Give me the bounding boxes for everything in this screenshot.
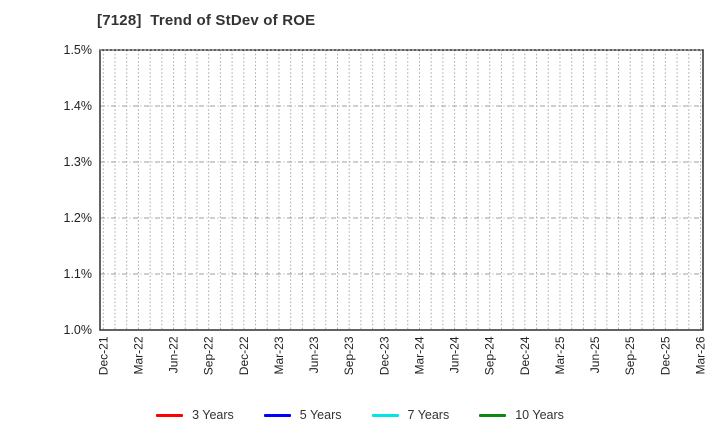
x-tick-label: Jun-23 — [307, 336, 321, 373]
legend-item-7-years: 7 Years — [371, 408, 450, 422]
x-tick-label: Mar-23 — [272, 336, 286, 374]
x-tick-label: Mar-25 — [553, 336, 567, 374]
chart-legend: 3 Years 5 Years 7 Years 10 Years — [0, 404, 720, 426]
x-tick-label: Sep-24 — [483, 336, 497, 375]
x-tick-label: Sep-25 — [623, 336, 637, 375]
x-tick-label: Jun-22 — [167, 336, 181, 373]
legend-label: 10 Years — [515, 408, 564, 422]
chart-title: [7128] Trend of StDev of ROE — [97, 12, 316, 29]
legend-line-swatch — [263, 413, 291, 417]
x-tick-label: Dec-21 — [96, 336, 110, 375]
y-tick-label: 1.2% — [64, 211, 93, 225]
legend-line-swatch — [371, 413, 399, 417]
x-tick-label: Jun-25 — [588, 336, 602, 373]
x-tick-label: Dec-22 — [237, 336, 251, 375]
y-tick-label: 1.3% — [64, 155, 93, 169]
x-tick-label: Jun-24 — [448, 336, 462, 373]
x-tick-label: Dec-24 — [518, 336, 532, 375]
x-tick-label: Dec-23 — [377, 336, 391, 375]
legend-label: 3 Years — [192, 408, 234, 422]
legend-label: 5 Years — [299, 408, 342, 422]
y-tick-label: 1.0% — [64, 323, 93, 337]
legend-item-10-years: 10 Years — [479, 408, 564, 422]
legend-label: 7 Years — [407, 408, 450, 422]
y-tick-label: 1.5% — [64, 43, 93, 57]
x-tick-label: Sep-22 — [202, 336, 216, 375]
plot-frame — [99, 49, 704, 331]
x-tick-label: Mar-26 — [694, 336, 708, 374]
legend-line-swatch — [479, 413, 507, 417]
legend-line-swatch — [156, 413, 184, 417]
legend-item-5-years: 5 Years — [263, 408, 342, 422]
legend-item-3-years: 3 Years — [156, 408, 234, 422]
x-tick-label: Sep-23 — [342, 336, 356, 375]
x-tick-label: Mar-24 — [412, 336, 426, 374]
y-tick-label: 1.4% — [64, 99, 93, 113]
x-tick-label: Mar-22 — [131, 336, 145, 374]
y-tick-label: 1.1% — [64, 267, 93, 281]
x-tick-label: Dec-25 — [658, 336, 672, 375]
